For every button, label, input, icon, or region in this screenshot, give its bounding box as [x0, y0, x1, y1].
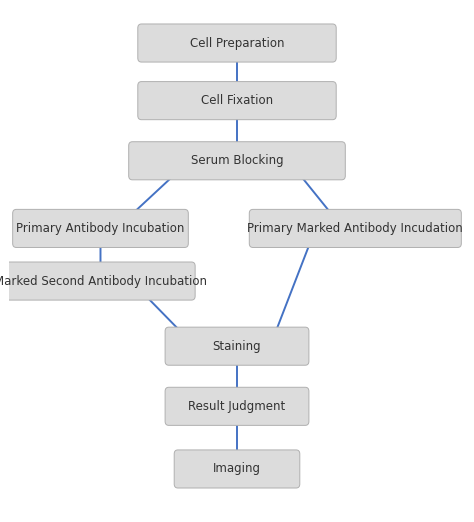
Text: Marked Second Antibody Incubation: Marked Second Antibody Incubation	[0, 275, 207, 288]
Text: Serum Blocking: Serum Blocking	[191, 155, 283, 167]
FancyBboxPatch shape	[129, 142, 345, 180]
Text: Cell Preparation: Cell Preparation	[190, 37, 284, 50]
Text: Result Judgment: Result Judgment	[188, 400, 286, 413]
Text: Cell Fixation: Cell Fixation	[201, 94, 273, 107]
FancyBboxPatch shape	[165, 327, 309, 365]
Text: Imaging: Imaging	[213, 462, 261, 476]
FancyBboxPatch shape	[6, 262, 195, 300]
Text: Staining: Staining	[213, 340, 261, 353]
FancyBboxPatch shape	[13, 209, 188, 247]
FancyBboxPatch shape	[138, 24, 336, 62]
FancyBboxPatch shape	[138, 81, 336, 120]
FancyBboxPatch shape	[174, 450, 300, 488]
Text: Primary Antibody Incubation: Primary Antibody Incubation	[16, 222, 185, 235]
Text: Primary Marked Antibody Incudation: Primary Marked Antibody Incudation	[247, 222, 463, 235]
FancyBboxPatch shape	[249, 209, 461, 247]
FancyBboxPatch shape	[165, 387, 309, 425]
